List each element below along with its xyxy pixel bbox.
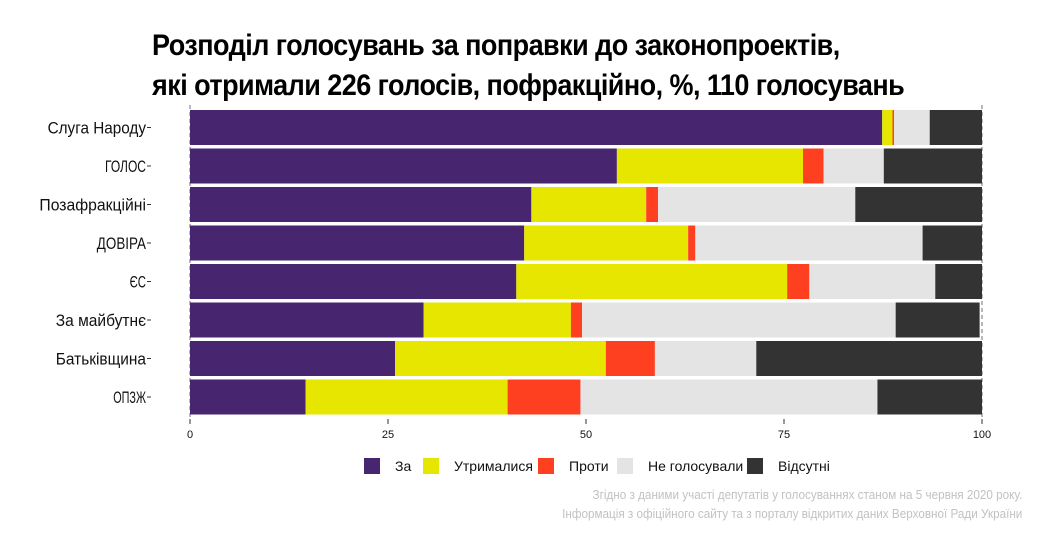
bar-segment: [531, 187, 647, 222]
category-label: Слуга Народу: [48, 119, 147, 138]
bar-segment: [883, 148, 982, 184]
bar-segment: [895, 302, 980, 338]
bar-segment: [658, 187, 856, 222]
category-label: ГОЛОС: [105, 157, 146, 176]
bar-segment: [646, 187, 659, 222]
legend-swatch: [364, 458, 380, 474]
bar-segment: [423, 302, 571, 338]
bar-segment: [688, 225, 696, 261]
bar-segment: [190, 302, 424, 338]
category-labels: Слуга Народу ГОЛОС Позафракційні ДОВІРА ЄС За…: [39, 119, 151, 407]
bar-segment: [190, 379, 306, 415]
legend-swatch: [423, 458, 439, 474]
bar-segment: [809, 264, 936, 299]
bar-segment: [190, 225, 525, 261]
bar-segment: [787, 264, 810, 299]
bar-segment: [395, 341, 606, 376]
legend-label: Утрималися: [454, 458, 533, 474]
legend-swatch: [538, 458, 554, 474]
bar-segment: [190, 148, 617, 184]
legend-swatch: [617, 458, 633, 474]
legend-swatch: [747, 458, 763, 474]
bar-segment: [855, 187, 982, 222]
x-tick-label: 75: [778, 429, 790, 441]
bar-segment: [877, 379, 982, 415]
x-tick-label: 50: [580, 429, 592, 441]
bar-segment: [190, 110, 883, 145]
caption: Згідно з даними участі депутатів у голос…: [562, 485, 1022, 523]
bar-segment: [882, 110, 893, 145]
bar-segment: [305, 379, 508, 415]
category-label: ДОВІРА: [97, 234, 147, 253]
x-tick-label: 0: [187, 429, 193, 441]
x-tick-label: 25: [382, 429, 394, 441]
category-label: Батьківщина: [56, 350, 147, 369]
legend: За Утрималися Проти Не голосували Відсутні: [364, 458, 830, 474]
category-label: За майбутнє: [56, 311, 146, 330]
category-label: ЄС: [130, 273, 146, 292]
x-tick-label: 100: [973, 429, 991, 441]
legend-label: Відсутні: [778, 458, 830, 474]
category-label: ОПЗЖ: [113, 388, 146, 407]
bar-segment: [190, 341, 396, 376]
chart-title-line-1: Розподіл голосувань за поправки до закон…: [152, 29, 840, 62]
legend-label: За: [395, 458, 411, 474]
bar-segment: [507, 379, 581, 415]
bar-segment: [580, 379, 878, 415]
x-axis: 0 25 50 75 100: [187, 419, 991, 441]
bar-segment: [894, 110, 930, 145]
legend-label: Проти: [569, 458, 609, 474]
bar-segment: [935, 264, 982, 299]
bar-segment: [190, 264, 517, 299]
bar-segment: [803, 148, 824, 184]
bar-segment: [892, 110, 895, 145]
bar-segment: [582, 302, 896, 338]
chart-title: Розподіл голосувань за поправки до закон…: [152, 26, 905, 106]
bar-segment: [524, 225, 689, 261]
caption-line-2: Інформація з офіційного сайту та з порта…: [561, 506, 1022, 521]
bar-segment: [756, 341, 982, 376]
bar-segment: [823, 148, 884, 184]
bar-segment: [929, 110, 982, 145]
bar-segment: [570, 302, 583, 338]
bars: [190, 110, 982, 415]
bar-segment: [616, 148, 804, 184]
bar-segment: [516, 264, 788, 299]
bar-segment: [695, 225, 923, 261]
category-label: Позафракційні: [39, 196, 146, 215]
bar-segment: [922, 225, 982, 261]
legend-label: Не голосували: [648, 458, 743, 474]
bar-segment: [190, 187, 532, 222]
caption-line-1: Згідно з даними участі депутатів у голос…: [592, 487, 1022, 502]
chart-title-line-2: які отримали 226 голосів, пофракційно, %…: [152, 69, 905, 102]
bar-segment: [654, 341, 757, 376]
bar-segment: [605, 341, 655, 376]
